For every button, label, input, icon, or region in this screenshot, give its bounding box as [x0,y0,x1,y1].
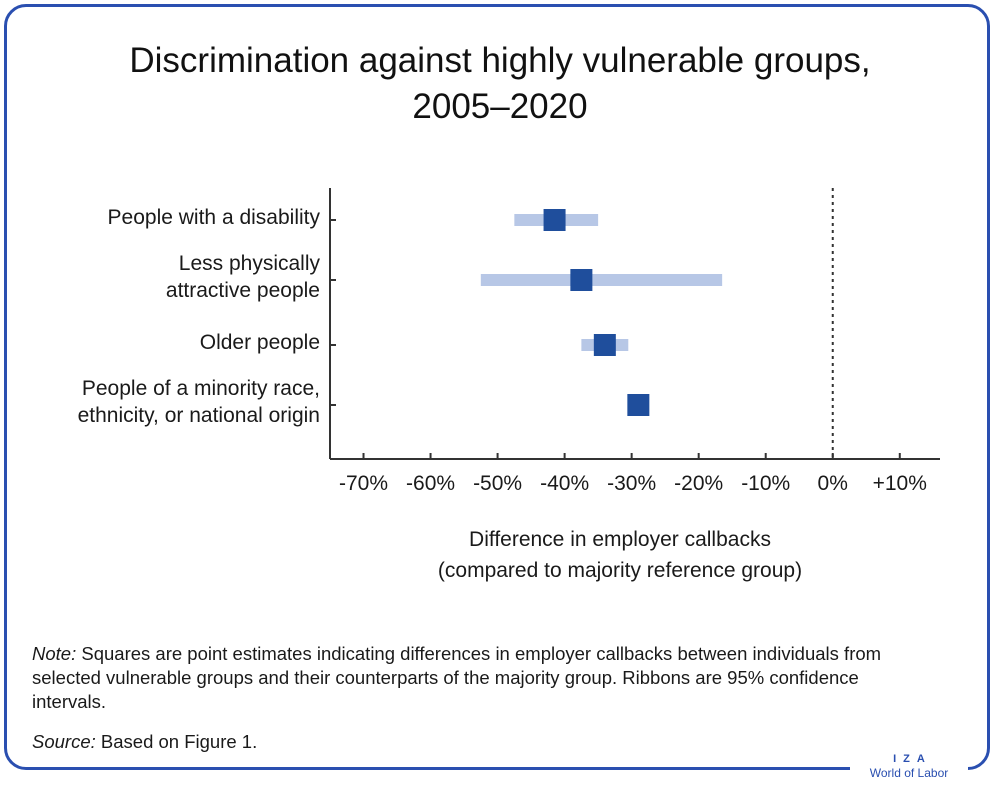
category-label-0-line-0: People with a disability [108,204,320,231]
category-label-3: People of a minority race, ethnicity, or … [78,375,320,429]
category-label-2: Older people [200,329,320,356]
category-label-1: Less physically attractive people [166,250,320,304]
note-text: Note: Squares are point estimates indica… [32,642,932,714]
point-estimate-3 [627,394,649,416]
note-body: Squares are point estimates indicating d… [32,643,881,712]
category-label-2-line-0: Older people [200,329,320,356]
logo-line2: World of Labor [850,766,968,780]
x-tick-label-6: -10% [741,472,790,496]
x-tick-label-4: -30% [607,472,656,496]
x-tick-label-2: -50% [473,472,522,496]
x-tick-label-8: +10% [873,472,927,496]
x-axis-label-line1: Difference in employer callbacks [250,525,990,555]
iza-logo: IZA World of Labor [850,752,968,788]
x-tick-label-5: -20% [674,472,723,496]
x-tick-label-7: 0% [818,472,848,496]
x-tick-label-3: -40% [540,472,589,496]
ci-ribbon-1 [481,274,722,286]
category-label-1-line-1: attractive people [166,277,320,304]
category-label-3-line-0: People of a minority race, [78,375,320,402]
source-text: Source: Based on Figure 1. [32,731,257,753]
x-axis-label-line2: (compared to majority reference group) [250,556,990,586]
category-label-0: People with a disability [108,204,320,231]
x-tick-label-0: -70% [339,472,388,496]
note-label: Note: [32,643,76,664]
x-tick-label-1: -60% [406,472,455,496]
point-estimate-2 [594,334,616,356]
point-estimate-0 [544,209,566,231]
logo-line1: IZA [850,752,968,766]
point-estimate-1 [570,269,592,291]
category-label-3-line-1: ethnicity, or national origin [78,402,320,429]
source-body: Based on Figure 1. [96,731,257,752]
category-label-1-line-0: Less physically [166,250,320,277]
source-label: Source: [32,731,96,752]
